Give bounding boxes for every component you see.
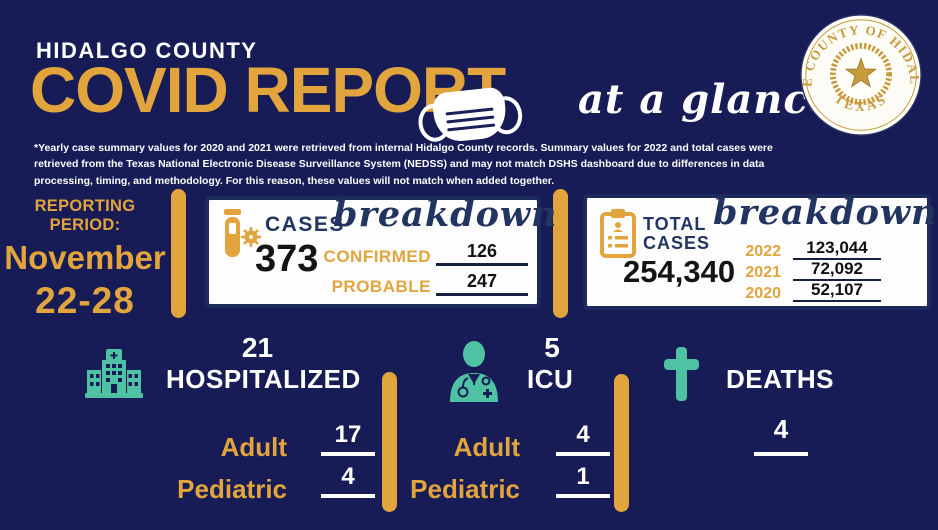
hospitalized-adult-row: Adult 17 [145,414,379,462]
cases-row-probable: PROBABLE 247 [319,266,533,296]
cases-heading: CASES [265,213,345,236]
hospitalized-count: 21 [241,332,274,363]
total-cases-heading-line1: TOTAL [643,214,707,234]
hospital-icon [85,349,143,398]
total-cases-value: 254,340 [623,254,736,289]
probable-label: PROBABLE [331,277,431,296]
year-2022-value: 123,044 [793,238,881,260]
mask-line [445,107,495,116]
year-2022-label: 2022 [745,243,781,260]
pediatric-label: Pediatric [410,474,520,504]
total-cases-breakdown-card: TOTAL CASES breakdown 254,340 2022 123,0… [583,192,937,310]
year-2021-label: 2021 [745,264,781,281]
year-2020-value: 52,107 [793,280,881,302]
hospitalized-pediatric-row: Pediatric 4 [145,456,379,504]
adult-label: Adult [220,432,287,462]
cases-total-value: 373 [255,238,319,280]
hospitalized-label: HOSPITALIZED [166,364,361,394]
total-cases-heading-line2: CASES [643,233,711,253]
divider-bar [553,189,568,318]
icu-label: ICU [527,364,574,394]
confirmed-value: 126 [436,241,528,266]
total-cases-rows: 2022 123,044 2021 72,092 2020 52,107 [737,238,921,302]
page-title: COVID REPORT [30,54,506,126]
year-row-2020: 2020 52,107 [737,280,921,302]
mask-line [445,115,495,124]
test-tube-virus-icon [224,209,261,257]
hospitalized-rows: Adult 17 Pediatric 4 [145,414,379,504]
cases-breakdown-script: breakdown [333,194,558,235]
adult-label: Adult [453,432,520,462]
doctor-icon [450,341,498,402]
icu-rows: Adult 4 Pediatric 1 [406,414,612,504]
year-row-2022: 2022 123,044 [737,238,921,260]
adult-value: 4 [556,421,610,456]
divider-bar [171,189,186,318]
reporting-period-label: REPORTING PERIOD: [34,197,136,234]
total-cases-breakdown-script: breakdown [713,192,938,233]
icu-adult-row: Adult 4 [406,414,612,462]
pediatric-label: Pediatric [177,474,287,504]
icu-pediatric-row: Pediatric 1 [406,456,612,504]
cases-breakdown-card: CASES breakdown 373 CONFIRMED 126 PROBAB… [205,194,557,308]
divider-bar [614,374,629,512]
probable-value: 247 [436,271,528,296]
hidalgo-county-seal-icon: THE COUNTY OF HIDALGO TEXAS [798,12,922,136]
mask-line [446,123,496,132]
year-2020-label: 2020 [745,285,781,302]
deaths-label: DEATHS [726,364,834,394]
year-2021-value: 72,092 [793,259,881,281]
cross-icon [664,347,699,401]
icu-count: 5 [544,332,560,363]
adult-value: 17 [321,421,375,456]
divider-bar [382,372,397,512]
reporting-period-month: November [4,239,166,276]
year-row-2021: 2021 72,092 [737,259,921,281]
total-cases-heading: TOTAL CASES [643,215,710,253]
reporting-period: REPORTING PERIOD: November 22-28 [0,197,170,322]
face-mask-icon [416,85,525,146]
confirmed-label: CONFIRMED [323,247,431,266]
disclaimer-text: *Yearly case summary values for 2020 and… [34,142,773,187]
pediatric-value: 4 [321,463,375,498]
cases-row-confirmed: CONFIRMED 126 [319,236,533,266]
cases-rows: CONFIRMED 126 PROBABLE 247 [319,236,533,296]
seal-star-icon [844,57,878,88]
deaths-value: 4 [754,414,808,456]
pediatric-value: 1 [556,463,610,498]
clipboard-icon [600,209,636,258]
reporting-period-days: 22-28 [35,280,135,321]
county-name: HIDALGO COUNTY [36,38,258,63]
